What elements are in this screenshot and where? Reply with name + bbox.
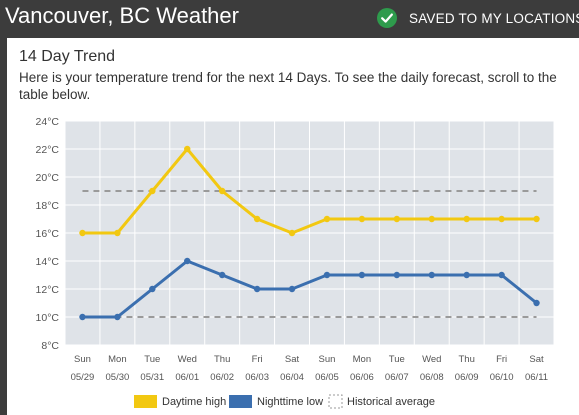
x-tick-date: 05/31 xyxy=(140,372,164,383)
y-tick-label: 10°C xyxy=(36,312,60,324)
trend-title: 14 Day Trend xyxy=(19,48,116,65)
x-tick-day: Thu xyxy=(214,354,230,365)
x-tick-day: Fri xyxy=(252,354,263,365)
nighttime-low-point xyxy=(358,271,366,279)
nighttime-low-point xyxy=(533,299,540,307)
x-tick-date: 06/08 xyxy=(420,372,444,383)
legend-swatch-daytime xyxy=(134,395,157,408)
x-tick-day: Mon xyxy=(108,354,126,365)
nighttime-low-point xyxy=(253,285,261,293)
x-tick-day: Wed xyxy=(422,354,441,365)
x-tick-date: 06/07 xyxy=(385,372,409,383)
x-tick-day: Sun xyxy=(319,354,336,365)
header-bar: Vancouver, BC Weather SAVED TO MY LOCATI… xyxy=(0,0,579,36)
nighttime-low-point xyxy=(463,271,470,279)
x-tick-date: 06/06 xyxy=(350,372,374,383)
check-icon xyxy=(377,8,397,28)
daytime-high-point xyxy=(323,215,331,223)
x-tick-date: 06/05 xyxy=(315,372,339,383)
daytime-high-point xyxy=(498,215,505,223)
legend-label-historical: Historical average xyxy=(347,396,435,408)
x-tick-day: Thu xyxy=(458,354,474,365)
page-title: Vancouver, BC Weather xyxy=(5,3,239,28)
nighttime-low-point xyxy=(79,313,86,321)
daytime-high-point xyxy=(149,187,156,195)
y-tick-label: 22°C xyxy=(36,144,60,156)
nighttime-low-point xyxy=(184,257,191,265)
x-tick-date: 05/30 xyxy=(106,372,130,383)
daytime-high-point xyxy=(288,229,296,237)
x-tick-day: Wed xyxy=(178,354,197,365)
nighttime-low-point xyxy=(114,313,121,321)
trend-card: 14 Day Trend Here is your temperature tr… xyxy=(7,38,579,415)
daytime-high-point xyxy=(393,215,401,223)
x-tick-date: 06/09 xyxy=(455,372,479,383)
legend-swatch-historical xyxy=(328,394,343,409)
x-tick-date: 06/02 xyxy=(210,372,234,383)
x-tick-date: 06/11 xyxy=(525,372,548,383)
y-tick-label: 18°C xyxy=(36,200,60,212)
legend-swatch-nighttime xyxy=(229,395,252,408)
daytime-high-point xyxy=(463,215,470,223)
daytime-high-point xyxy=(358,215,366,223)
nighttime-low-point xyxy=(149,285,156,293)
daytime-high-point xyxy=(253,215,261,223)
legend-label-nighttime: Nighttime low xyxy=(257,396,323,408)
x-tick-day: Fri xyxy=(496,354,507,365)
nighttime-low-point xyxy=(323,271,331,279)
x-tick-date: 06/10 xyxy=(490,372,514,383)
daytime-high-point xyxy=(114,229,121,237)
y-tick-label: 12°C xyxy=(36,284,60,296)
nighttime-low-point xyxy=(498,271,505,279)
daytime-high-point xyxy=(428,215,435,223)
nighttime-low-point xyxy=(218,271,226,279)
saved-locations-label: SAVED TO MY LOCATIONS xyxy=(409,10,579,26)
legend-label-daytime: Daytime high xyxy=(162,396,226,408)
daytime-high-point xyxy=(79,229,86,237)
x-tick-date: 06/03 xyxy=(245,372,269,383)
x-tick-day: Mon xyxy=(353,354,371,365)
temperature-chart: 8°C 10°C 12°C 14°C 16°C 18°C 20°C 22°C 24°C Sun 0… xyxy=(36,116,555,409)
y-tick-label: 20°C xyxy=(36,172,60,184)
y-tick-label: 16°C xyxy=(36,228,60,240)
chart-legend: Daytime high Nighttime low Historical av… xyxy=(134,394,435,409)
daytime-high-point xyxy=(218,187,226,195)
daytime-high-line xyxy=(82,147,537,235)
y-tick-label: 14°C xyxy=(36,256,60,268)
saved-locations-button[interactable]: SAVED TO MY LOCATIONS xyxy=(377,8,579,28)
trend-description: Here is your temperature trend for the n… xyxy=(19,70,557,102)
nighttime-low-point xyxy=(428,271,435,279)
nighttime-low-point xyxy=(288,285,296,293)
daytime-high-point xyxy=(533,215,540,223)
x-tick-day: Tue xyxy=(389,354,405,365)
y-tick-label: 24°C xyxy=(36,116,60,128)
x-tick-date: 06/04 xyxy=(280,372,304,383)
x-tick-day: Sat xyxy=(529,354,544,365)
x-tick-day: Sat xyxy=(285,354,300,365)
x-tick-date: 06/01 xyxy=(175,372,199,383)
x-tick-day: Tue xyxy=(144,354,160,365)
x-tick-date: 05/29 xyxy=(71,372,95,383)
daytime-high-point xyxy=(184,145,191,153)
nighttime-low-point xyxy=(393,271,401,279)
x-tick-day: Sun xyxy=(74,354,91,365)
nighttime-low-line xyxy=(82,259,538,319)
y-tick-label: 8°C xyxy=(41,340,59,352)
